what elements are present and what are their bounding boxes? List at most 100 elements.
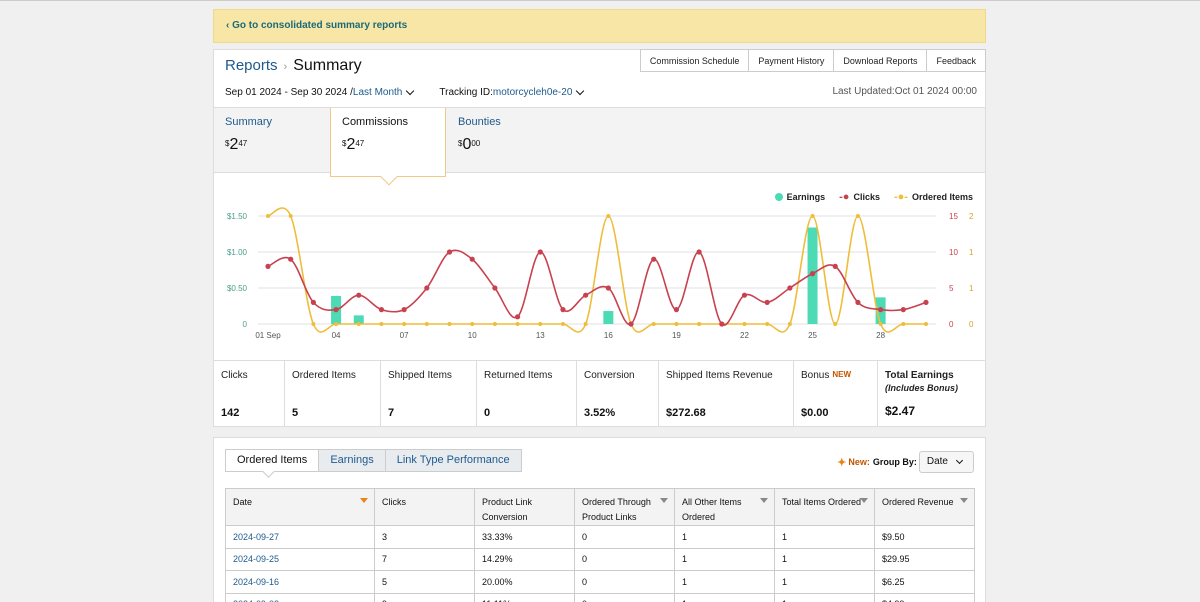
sort-icon[interactable]	[960, 498, 968, 503]
metric-value: 142	[221, 407, 240, 419]
ordered-items-point	[311, 322, 316, 326]
ordered-items-point	[424, 322, 429, 326]
cell-ordered-through: 0	[574, 592, 675, 602]
ordered-items-line-icon: -●-	[893, 191, 908, 203]
ordered-items-point	[606, 214, 611, 218]
x-tick-label: 16	[604, 331, 613, 340]
clicks-point	[469, 256, 475, 262]
cell-date: 2024-09-16	[225, 570, 375, 594]
clicks-line-icon: -●	[839, 191, 850, 203]
metric-value: 5	[292, 407, 299, 419]
clicks-point	[424, 285, 430, 291]
tab-summary-label: Summary	[225, 116, 273, 128]
tab-bounties[interactable]: Bounties $000	[447, 108, 563, 174]
download-reports-link[interactable]: Download Reports	[833, 49, 928, 72]
tab-ordered-items[interactable]: Ordered Items	[225, 449, 320, 472]
col-total-items[interactable]: Total Items Ordered	[774, 488, 875, 526]
clicks-point	[514, 314, 521, 320]
tab-summary[interactable]: Summary $247	[214, 108, 330, 174]
commission-schedule-link[interactable]: Commission Schedule	[639, 49, 750, 72]
metric-conversion: Conversion 3.52%	[577, 361, 659, 427]
breadcrumb-reports-link[interactable]: Reports	[225, 57, 278, 74]
clicks-point	[356, 292, 362, 298]
date-link[interactable]: 2024-09-02	[233, 599, 279, 602]
sort-icon[interactable]	[660, 498, 668, 503]
cell-total-items: 1	[774, 547, 875, 571]
chevron-down-icon	[955, 456, 964, 465]
total-earnings-label: Total Earnings	[885, 370, 954, 381]
clicks-point	[696, 249, 702, 255]
cell-total-items: 1	[774, 570, 875, 594]
ordered-items-point	[447, 322, 452, 326]
ordered-items-point	[674, 322, 679, 326]
cell-clicks: 5	[374, 570, 475, 594]
amount-whole: 0	[462, 136, 472, 153]
col-clicks[interactable]: Clicks	[374, 488, 475, 526]
metric-value: $0.00	[801, 407, 829, 419]
ordered-items-point	[651, 322, 656, 326]
metric-value: 7	[388, 407, 395, 419]
ordered-items-point	[810, 214, 815, 218]
tab-earnings[interactable]: Earnings	[318, 449, 386, 472]
chevron-down-icon[interactable]	[406, 86, 415, 96]
report-type-tabs: Ordered Items Earnings Link Type Perform…	[225, 449, 522, 472]
col-all-other-items[interactable]: All Other Items Ordered	[674, 488, 775, 526]
period-dropdown[interactable]: Last Month	[352, 87, 403, 98]
consolidated-summary-link[interactable]: ‹ Go to consolidated summary reports	[226, 20, 408, 31]
new-badge: NEW	[832, 370, 852, 379]
date-link[interactable]: 2024-09-16	[233, 576, 280, 587]
metric-label: Bonus NEW	[801, 370, 877, 381]
tracking-id-label: Tracking ID:	[439, 87, 493, 98]
legend-ordered-items[interactable]: -●- Ordered Items	[894, 191, 973, 203]
date-link[interactable]: 2024-09-27	[233, 531, 280, 542]
earnings-chart: $1.50 15 2$1.00 10 1$0.50 5 10 0 001 Sep 04 07 10 13…	[227, 207, 974, 340]
date-range-text: Sep 01 2024 - Sep 30 2024 /	[225, 87, 353, 98]
group-by-label: Group By:	[872, 457, 917, 467]
cell-other-items: 1	[674, 525, 775, 549]
metric-value: $272.68	[666, 407, 706, 419]
tab-link-type-performance[interactable]: Link Type Performance	[384, 449, 522, 472]
payment-history-link[interactable]: Payment History	[748, 49, 835, 72]
group-by-select[interactable]: Date	[918, 451, 974, 473]
clicks-point	[401, 307, 407, 313]
chart-legend: Earnings -● Clicks -●- Ordered Items	[774, 191, 973, 203]
metric-shipped-items: Shipped Items 7	[381, 361, 477, 427]
header-label: Ordered Through Product Links	[582, 497, 651, 522]
feedback-link[interactable]: Feedback	[926, 49, 986, 72]
ordered-items-point	[334, 322, 339, 326]
y-left-tick-label: $1.50	[227, 212, 248, 221]
bonus-label: Bonus	[801, 370, 830, 381]
ordered-items-point	[833, 322, 838, 326]
tracking-id-value[interactable]: motorcycleh0e-20	[492, 87, 573, 98]
sort-desc-icon[interactable]	[360, 498, 368, 503]
clicks-point	[333, 307, 339, 313]
currency-symbol: $	[225, 139, 230, 148]
report-links: Commission Schedule Payment History Down…	[639, 49, 986, 72]
tracking-id-selector[interactable]: Tracking ID: motorcycleh0e-20	[439, 86, 587, 98]
chevron-down-icon[interactable]	[576, 86, 585, 96]
cell-conversion: 11.11%	[474, 592, 575, 602]
ordered-items-point	[787, 322, 792, 326]
y-left-tick-label: 0	[243, 320, 248, 329]
cell-revenue: $6.25	[874, 570, 975, 594]
ordered-items-point	[356, 322, 361, 326]
cell-clicks: 3	[374, 525, 475, 549]
legend-clicks[interactable]: -● Clicks	[839, 191, 880, 203]
col-ordered-through-product-links[interactable]: Ordered Through Product Links	[574, 488, 675, 526]
ordered-items-point	[878, 322, 883, 326]
x-tick-label: 19	[672, 331, 681, 340]
sort-icon[interactable]	[760, 498, 768, 503]
legend-earnings[interactable]: Earnings	[774, 191, 825, 203]
tab-commissions[interactable]: Commissions $247	[330, 108, 446, 186]
cell-revenue: $29.95	[874, 547, 975, 571]
last-updated: Last Updated:Oct 01 2024 00:00	[832, 86, 977, 97]
col-date[interactable]: Date	[225, 488, 375, 526]
col-product-link-conversion[interactable]: Product Link Conversion	[474, 488, 575, 526]
metric-shipped-revenue: Shipped Items Revenue $272.68	[659, 361, 794, 427]
sort-icon[interactable]	[860, 498, 868, 503]
x-tick-label: 28	[876, 331, 885, 340]
col-ordered-revenue[interactable]: Ordered Revenue	[874, 488, 975, 526]
date-link[interactable]: 2024-09-25	[233, 554, 280, 565]
metric-clicks: Clicks 142	[214, 361, 285, 427]
legend-clicks-label: Clicks	[853, 192, 880, 202]
